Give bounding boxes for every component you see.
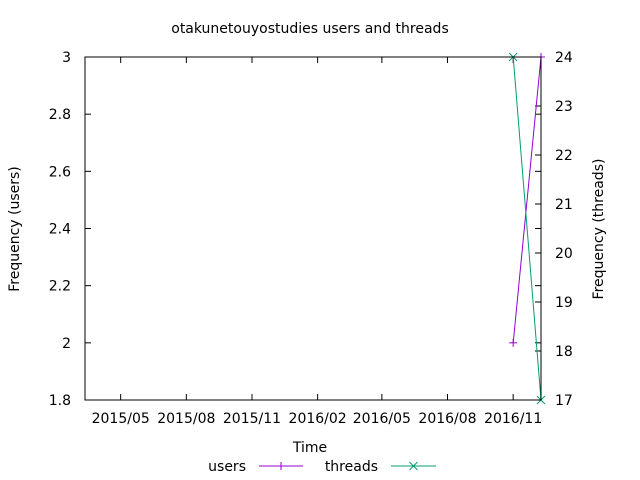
legend-marker-threads [409, 461, 418, 471]
plot-frame [84, 56, 542, 401]
x-tick-label: 2016/05 [353, 411, 411, 427]
y-tick-label: 2 [62, 336, 71, 352]
series-line-threads [512, 56, 542, 401]
y2-axis-label: Frequency (threads) [591, 159, 607, 300]
y2-tick-label: 19 [555, 295, 573, 311]
y-axis-ticks: 1.8 2 2.2 2.4 2.6 2.8 3 [49, 50, 541, 409]
legend-marker-users [277, 462, 285, 470]
y2-tick-label: 24 [555, 50, 573, 66]
x-tick-label: 2016/11 [484, 411, 542, 427]
y-tick-label: 2.8 [49, 107, 71, 123]
y-axis-label: Frequency (users) [7, 166, 23, 292]
y2-axis-ticks: 17 18 19 20 21 22 23 24 [535, 50, 573, 409]
x-tick-label: 2015/11 [223, 411, 281, 427]
series-layer [508, 52, 546, 405]
x-tick-label: 2015/08 [157, 411, 215, 427]
y2-tick-label: 22 [555, 148, 573, 164]
legend: users threads [208, 459, 436, 475]
y-tick-label: 1.8 [49, 393, 71, 409]
y2-tick-label: 18 [555, 344, 573, 360]
legend-label-users: users [208, 459, 246, 475]
x-axis-label: Time [292, 440, 327, 456]
x-tick-label: 2015/05 [92, 411, 150, 427]
y-tick-label: 2.2 [49, 279, 71, 295]
y2-tick-label: 17 [555, 393, 573, 409]
series-line-users [512, 56, 542, 343]
x-tick-label: 2016/02 [289, 411, 347, 427]
y2-tick-label: 21 [555, 197, 573, 213]
data-point-users [509, 338, 518, 347]
x-axis-ticks: 2015/05 2015/08 2015/11 2016/02 2016/05 2016/… [92, 57, 542, 427]
y-tick-label: 2.4 [49, 222, 71, 238]
x-tick-label: 2016/08 [418, 411, 476, 427]
y2-tick-label: 23 [555, 99, 573, 115]
y-tick-label: 3 [62, 50, 71, 66]
legend-label-threads: threads [325, 459, 378, 475]
chart-title: otakunetouyostudies users and threads [171, 21, 449, 37]
y-tick-label: 2.6 [49, 164, 71, 180]
y2-tick-label: 20 [555, 246, 573, 262]
